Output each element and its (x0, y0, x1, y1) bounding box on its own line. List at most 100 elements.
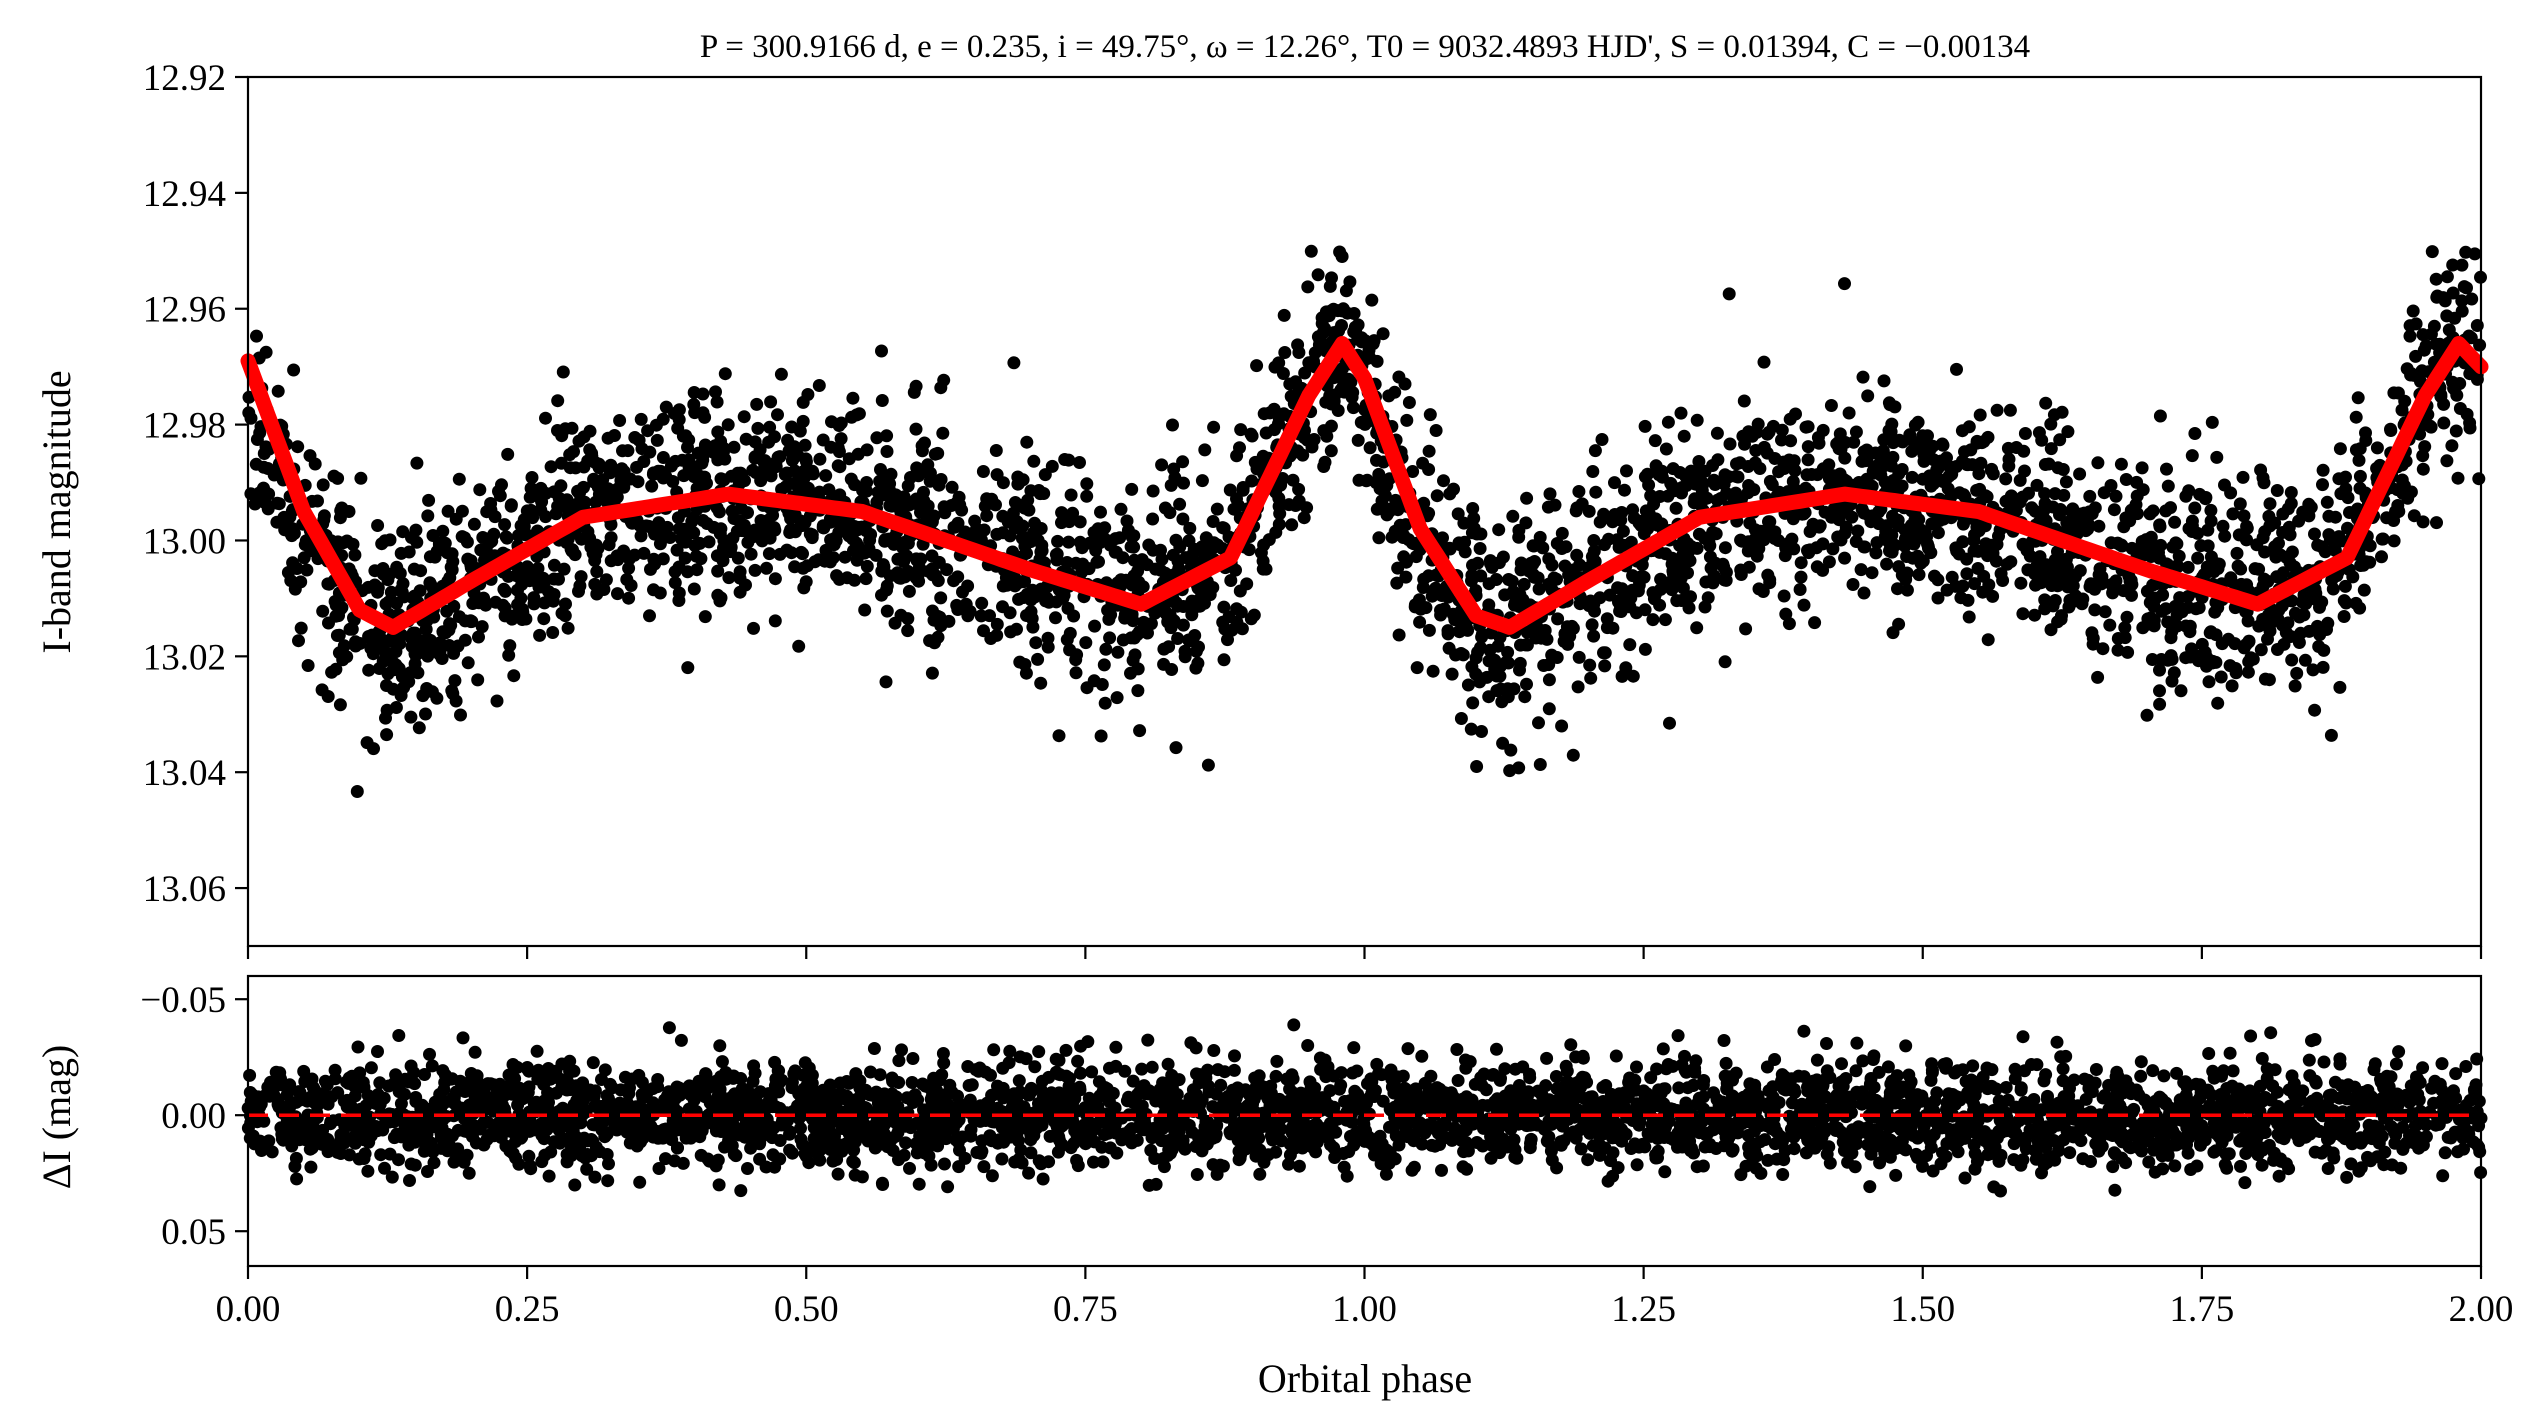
data-point (2028, 504, 2042, 518)
data-point (951, 603, 965, 616)
data-point (2083, 489, 2097, 503)
data-point (592, 461, 606, 475)
data-point (1520, 677, 1533, 691)
data-point (291, 440, 305, 454)
data-point (2353, 481, 2367, 495)
data-point (1189, 644, 1203, 658)
data-point (321, 577, 335, 591)
data-point (748, 450, 762, 464)
data-point (1531, 571, 1545, 585)
data-point (539, 411, 552, 425)
data-point (379, 597, 393, 611)
data-point (561, 621, 575, 635)
data-point (2453, 402, 2467, 415)
data-point (1454, 647, 1468, 660)
residual-point (1028, 1060, 1042, 1074)
data-point (1513, 656, 1527, 670)
top-panel: 12.9212.9412.9612.9813.0013.0213.0413.06… (34, 58, 2489, 959)
data-point (2164, 631, 2178, 645)
data-point (989, 444, 1003, 457)
data-point (1627, 511, 1641, 525)
data-point (1331, 404, 1345, 417)
data-point (426, 529, 440, 542)
data-point (755, 534, 769, 548)
data-point (1235, 622, 1249, 636)
data-point (1358, 334, 1372, 348)
data-point (2091, 670, 2105, 684)
data-point (799, 452, 813, 466)
data-point (1600, 621, 1614, 635)
data-point (2246, 652, 2260, 666)
data-point (1365, 293, 1379, 307)
data-point (461, 656, 475, 670)
data-point (1276, 367, 1290, 380)
data-point (2055, 609, 2068, 623)
data-point (2337, 610, 2351, 623)
data-point (751, 421, 765, 435)
data-point (2181, 560, 2195, 574)
data-point (681, 440, 694, 454)
data-point (1990, 403, 2004, 417)
data-point (1569, 504, 1583, 518)
residual-point (2389, 1057, 2403, 1071)
data-point (1793, 583, 1807, 596)
data-point (1757, 440, 1771, 454)
data-point (1956, 535, 1970, 549)
data-point (840, 571, 854, 585)
data-point (597, 583, 611, 596)
data-point (842, 516, 856, 529)
data-point (1207, 420, 1221, 434)
data-point (407, 562, 421, 576)
data-point (1169, 741, 1183, 755)
data-point (1931, 591, 1945, 605)
data-point (1125, 607, 1139, 621)
data-point (1952, 547, 1966, 561)
data-point (1114, 502, 1128, 516)
residual-point (1125, 1136, 1139, 1150)
data-point (2446, 258, 2460, 272)
data-point (2225, 679, 2239, 693)
data-point (1647, 592, 1661, 606)
data-point (1571, 680, 1585, 694)
data-point (687, 386, 701, 399)
residual-point (2317, 1055, 2331, 1069)
data-point (452, 610, 466, 624)
data-point (1649, 459, 1663, 473)
data-point (1775, 423, 1789, 437)
data-point (1391, 561, 1405, 575)
data-point (825, 415, 838, 429)
data-point (2053, 567, 2067, 581)
data-point (360, 736, 374, 750)
data-point (1782, 536, 1796, 550)
data-point (2091, 456, 2105, 470)
data-point (2028, 608, 2042, 622)
data-point (915, 444, 929, 458)
data-point (2161, 479, 2175, 493)
data-point (2403, 329, 2417, 343)
data-point (1131, 684, 1145, 698)
data-point (477, 543, 491, 557)
data-point (321, 690, 335, 703)
data-point (2316, 463, 2330, 477)
data-point (1111, 645, 1125, 659)
data-point (876, 558, 890, 572)
data-point (1550, 572, 1563, 586)
data-point (308, 457, 322, 471)
data-point (1588, 444, 1602, 458)
data-point (511, 583, 524, 597)
data-point (1880, 557, 1894, 571)
data-point (535, 495, 549, 509)
data-point (350, 785, 364, 798)
data-point (2269, 550, 2283, 564)
data-point (2092, 519, 2106, 533)
data-point (601, 431, 615, 445)
data-point (1454, 712, 1468, 725)
residual-point (2135, 1144, 2149, 1158)
data-point (1618, 483, 1631, 497)
data-point (1026, 583, 1039, 597)
data-point (1399, 570, 1413, 584)
data-point (1822, 467, 1836, 481)
data-point (2183, 650, 2197, 664)
data-point (1847, 435, 1861, 449)
